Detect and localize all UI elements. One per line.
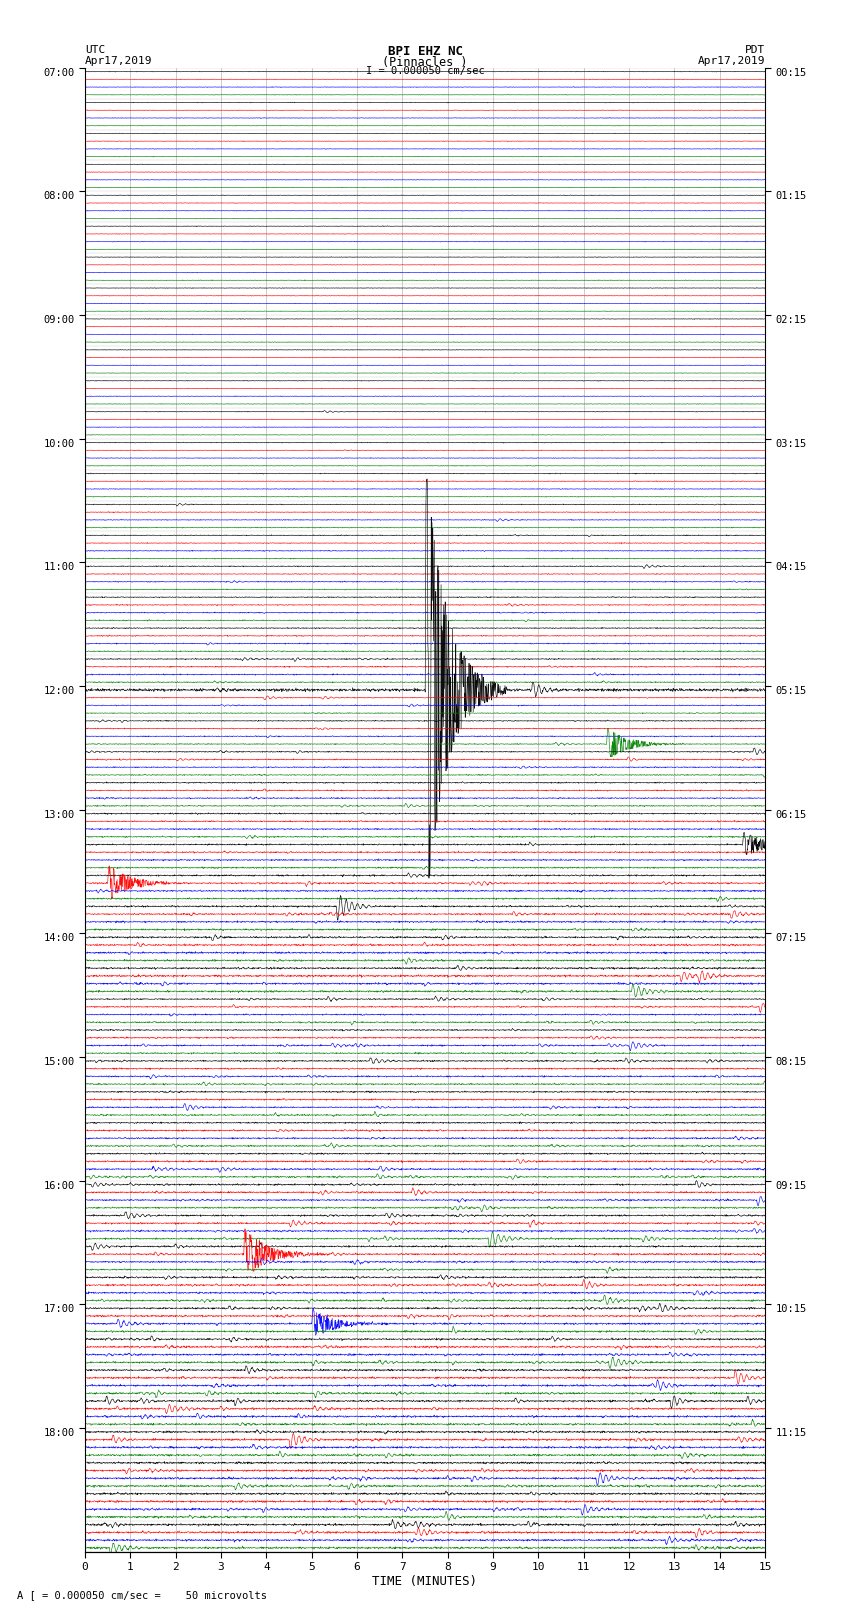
X-axis label: TIME (MINUTES): TIME (MINUTES) (372, 1574, 478, 1587)
Text: Apr17,2019: Apr17,2019 (698, 56, 765, 66)
Text: PDT: PDT (745, 45, 765, 55)
Text: UTC: UTC (85, 45, 105, 55)
Text: Apr17,2019: Apr17,2019 (85, 56, 152, 66)
Text: (Pinnacles ): (Pinnacles ) (382, 56, 468, 69)
Text: BPI EHZ NC: BPI EHZ NC (388, 45, 462, 58)
Text: A [ = 0.000050 cm/sec =    50 microvolts: A [ = 0.000050 cm/sec = 50 microvolts (17, 1590, 267, 1600)
Text: I = 0.000050 cm/sec: I = 0.000050 cm/sec (366, 66, 484, 76)
